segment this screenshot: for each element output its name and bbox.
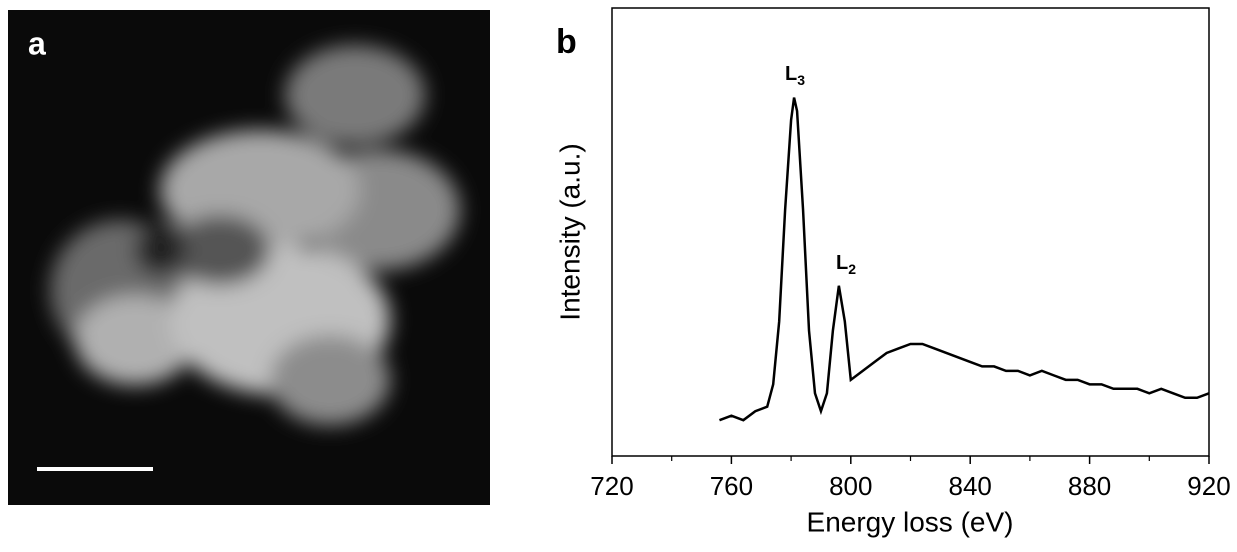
peak-label: L2 [836, 252, 856, 276]
peak-label-subscript: 3 [797, 72, 805, 88]
panel-label: b [556, 23, 577, 61]
x-tick-label: 840 [949, 471, 992, 501]
x-tick-label: 880 [1068, 471, 1111, 501]
y-axis-label: Intensity (a.u.) [554, 143, 585, 320]
peak-label-main: L [785, 63, 797, 85]
x-axis-label: Energy loss (eV) [807, 506, 1014, 537]
x-tick-label: 720 [590, 471, 633, 501]
peak-label: L3 [785, 63, 805, 87]
spectrum-line [719, 97, 1210, 422]
panel-label: a [28, 25, 46, 61]
x-tick-label: 800 [829, 471, 872, 501]
x-tick-label: 760 [710, 471, 753, 501]
peak-label-main: L [836, 252, 848, 274]
peak-label-subscript: 2 [848, 261, 856, 277]
x-tick-label: 920 [1187, 471, 1230, 501]
particle [50, 45, 460, 425]
